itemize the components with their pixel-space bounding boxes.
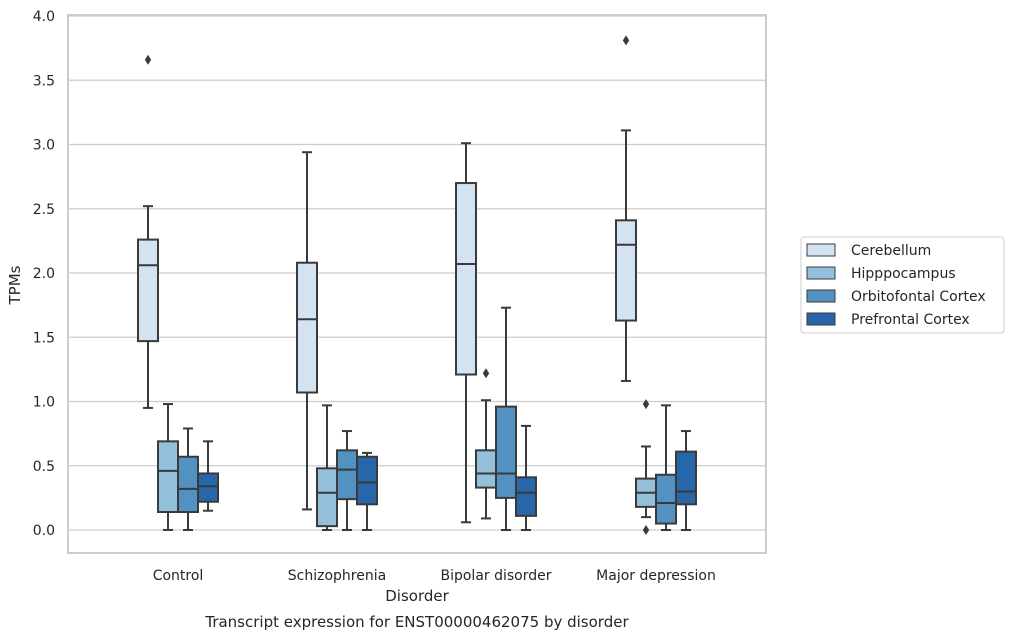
series-prefrontal-cortex bbox=[197, 424, 697, 531]
box bbox=[137, 54, 159, 409]
box bbox=[675, 430, 697, 531]
box-body bbox=[615, 219, 637, 322]
y-tick-label: 0.5 bbox=[33, 459, 55, 475]
box-body bbox=[655, 473, 677, 525]
box-body bbox=[495, 405, 517, 499]
legend-item: Cerebellum bbox=[806, 243, 931, 259]
outlier-point bbox=[144, 54, 152, 65]
box-series-layer bbox=[137, 35, 697, 535]
legend: Cerebellum Hipppocampus Orbitofontal Corte… bbox=[800, 236, 1005, 334]
outlier-point bbox=[622, 35, 630, 46]
legend-label: Orbitofontal Cortex bbox=[851, 289, 986, 305]
legend-swatch bbox=[806, 266, 836, 280]
box-body bbox=[316, 467, 338, 528]
outlier-point bbox=[642, 399, 650, 410]
x-tick-label: Major depression bbox=[596, 568, 716, 584]
y-tick-labels: 0.0 0.5 1.0 1.5 2.0 2.5 3.0 3.5 4.0 bbox=[33, 9, 55, 539]
legend-item: Orbitofontal Cortex bbox=[806, 289, 986, 305]
box bbox=[177, 427, 199, 531]
box bbox=[336, 430, 358, 531]
y-tick-label: 1.0 bbox=[33, 395, 55, 411]
legend-swatch bbox=[806, 289, 836, 303]
box bbox=[615, 35, 637, 382]
box-body bbox=[296, 261, 318, 394]
outlier-point bbox=[482, 368, 490, 379]
box-body bbox=[455, 182, 477, 376]
box-body bbox=[356, 455, 378, 506]
legend-swatch bbox=[806, 312, 836, 326]
box-body bbox=[515, 476, 537, 517]
x-tick-label: Schizophrenia bbox=[288, 568, 386, 584]
legend-label: Prefrontal Cortex bbox=[851, 312, 970, 328]
box bbox=[455, 142, 477, 524]
box-body bbox=[157, 440, 179, 514]
outlier-point bbox=[642, 525, 650, 535]
legend-swatch bbox=[806, 243, 836, 257]
x-axis-label: Disorder bbox=[385, 587, 449, 605]
box bbox=[197, 440, 219, 512]
series-orbitofontal-cortex bbox=[177, 306, 677, 531]
box bbox=[495, 306, 517, 531]
box-body bbox=[177, 455, 199, 514]
chart-caption: Transcript expression for ENST0000046207… bbox=[204, 613, 629, 631]
box bbox=[296, 151, 318, 511]
box-body bbox=[197, 472, 219, 503]
box-body bbox=[336, 449, 358, 501]
box-body bbox=[675, 450, 697, 506]
legend-item: Prefrontal Cortex bbox=[806, 312, 970, 328]
y-tick-label: 1.5 bbox=[33, 330, 55, 346]
legend-label: Cerebellum bbox=[851, 243, 931, 259]
x-tick-labels: Control Schizophrenia Bipolar disorder Majo… bbox=[153, 568, 716, 584]
y-tick-label: 3.0 bbox=[33, 138, 55, 154]
box bbox=[356, 451, 378, 531]
y-tick-label: 0.0 bbox=[33, 523, 55, 539]
box-body bbox=[475, 449, 497, 489]
y-tick-label: 3.5 bbox=[33, 73, 55, 89]
y-tick-label: 2.5 bbox=[33, 202, 55, 218]
plot-frame bbox=[67, 14, 767, 554]
y-tick-label: 4.0 bbox=[33, 9, 55, 25]
box bbox=[157, 403, 179, 531]
box bbox=[316, 404, 338, 531]
x-tick-label: Control bbox=[153, 568, 204, 584]
series-hipppocampus bbox=[157, 368, 657, 535]
box bbox=[515, 424, 537, 531]
box bbox=[475, 368, 497, 520]
legend-frame bbox=[800, 236, 1005, 334]
box bbox=[635, 399, 657, 535]
x-tick-label: Bipolar disorder bbox=[440, 568, 551, 584]
box-body bbox=[137, 238, 159, 343]
box bbox=[655, 404, 677, 531]
y-tick-label: 2.0 bbox=[33, 266, 55, 282]
legend-item: Hipppocampus bbox=[806, 266, 956, 282]
series-cerebellum bbox=[137, 35, 637, 524]
legend-label: Hipppocampus bbox=[851, 266, 956, 282]
y-axis-label: TPMs bbox=[6, 265, 24, 305]
